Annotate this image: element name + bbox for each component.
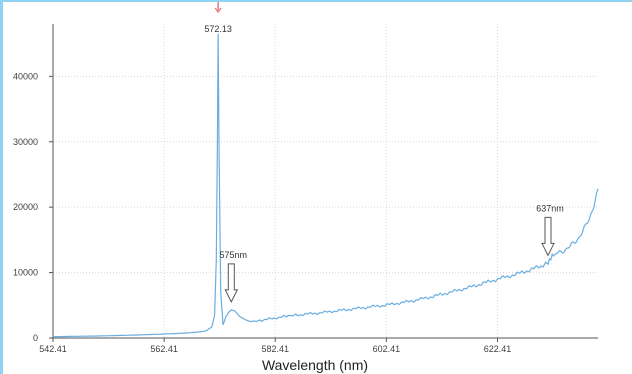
y-tick-label: 30000 <box>13 137 38 147</box>
annotations-layer: 572.13 575nm 637nm <box>204 2 564 303</box>
peak-label: 572.13 <box>204 24 232 34</box>
y-tick-label: 10000 <box>13 268 38 278</box>
x-tick-label: 602.41 <box>373 344 401 354</box>
y-tick-label: 20000 <box>13 202 38 212</box>
grid-lines <box>53 24 598 338</box>
tick-labels: 0 10000 20000 30000 40000 542.41 562.41 582.41 6… <box>13 71 511 354</box>
x-axis-label: Wavelength (nm) <box>262 357 368 373</box>
peak-marker-arrowhead <box>214 7 222 14</box>
x-tick-label: 622.41 <box>484 344 512 354</box>
axes <box>49 24 598 342</box>
x-tick-label: 562.41 <box>150 344 178 354</box>
y-tick-label: 0 <box>33 333 38 343</box>
series-line <box>53 33 599 338</box>
feature-label: 637nm <box>536 203 564 213</box>
down-arrow-icon <box>224 263 239 303</box>
x-tick-label: 582.41 <box>261 344 289 354</box>
down-arrow-icon <box>541 216 555 257</box>
y-tick-label: 40000 <box>13 71 38 81</box>
x-tick-label: 542.41 <box>39 344 67 354</box>
feature-label: 575nm <box>220 250 248 260</box>
series-layer <box>53 33 599 338</box>
